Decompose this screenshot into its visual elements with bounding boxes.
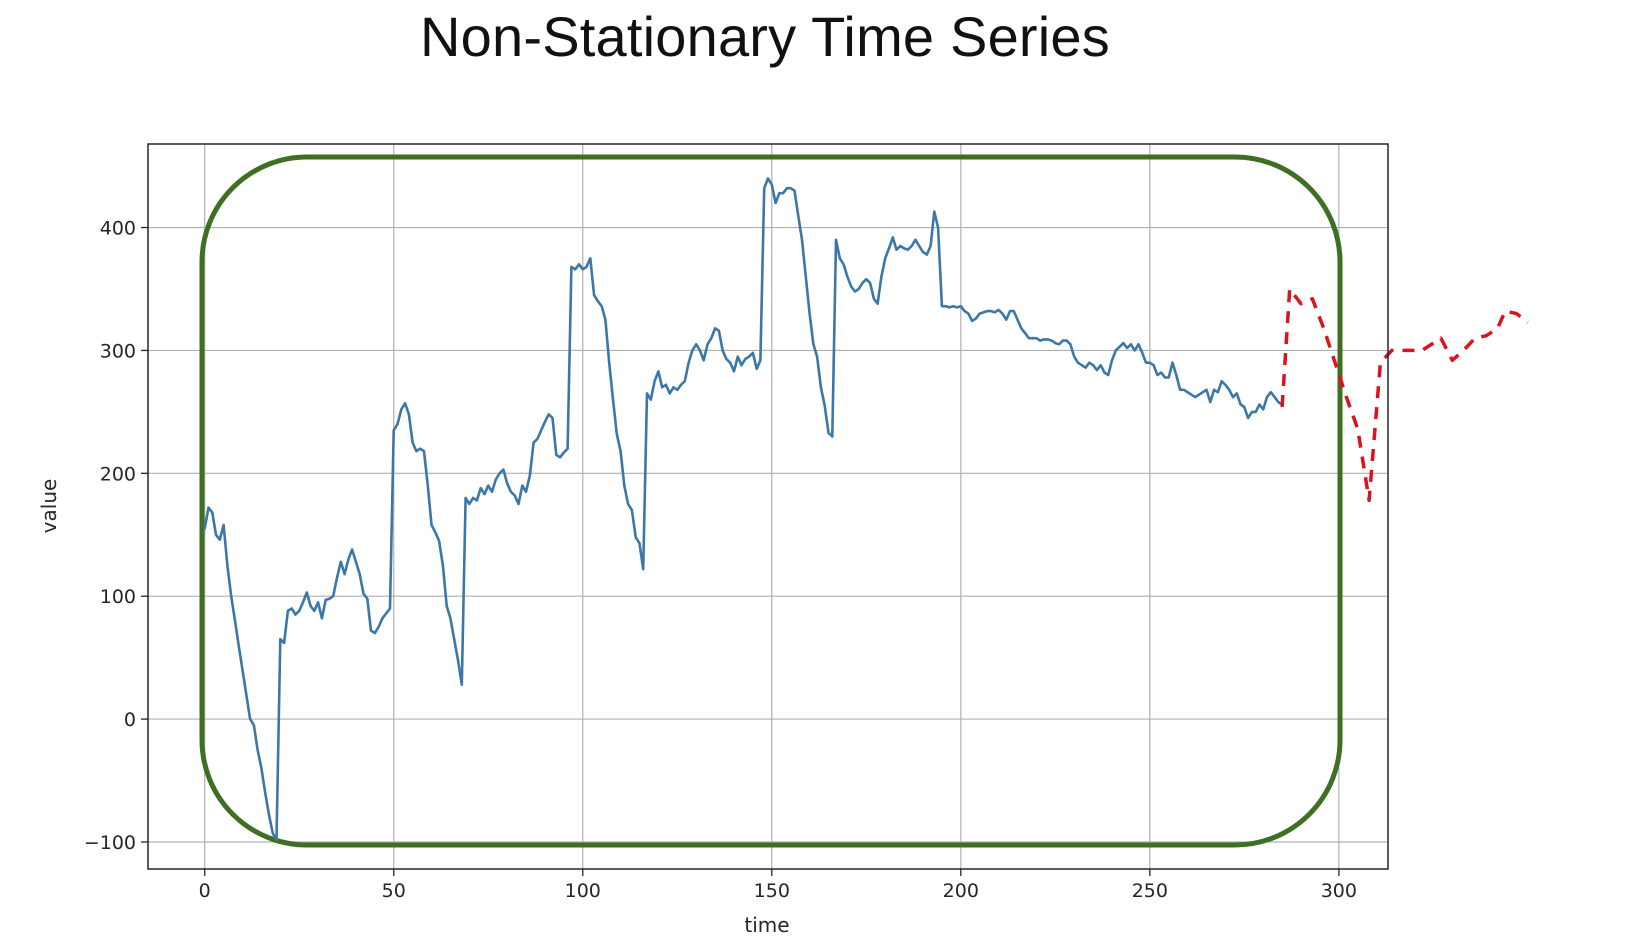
x-axis-label: time bbox=[744, 913, 789, 936]
y-tick-label: 400 bbox=[100, 218, 136, 240]
highlight-box-layer bbox=[199, 154, 1343, 848]
x-tick-label: 0 bbox=[199, 880, 211, 902]
x-tick-label: 100 bbox=[565, 880, 601, 902]
y-tick-label: −100 bbox=[84, 832, 136, 854]
forecast-series-line bbox=[1280, 287, 1529, 503]
x-tick-label: 50 bbox=[382, 880, 406, 902]
x-tick-label: 250 bbox=[1132, 880, 1168, 902]
x-tick-label: 150 bbox=[754, 880, 790, 902]
y-tick-label: 0 bbox=[124, 709, 136, 731]
y-tick-label: 300 bbox=[100, 340, 136, 362]
y-axis-label: value bbox=[37, 479, 61, 534]
series-layer bbox=[203, 177, 1529, 841]
observed-series-line bbox=[203, 177, 1284, 841]
x-tick-label: 300 bbox=[1321, 880, 1357, 902]
highlight-box bbox=[199, 154, 1343, 848]
y-tick-label: 200 bbox=[100, 463, 136, 485]
y-ticks: −100 0 100 200 300 400 bbox=[84, 218, 148, 854]
x-tick-label: 200 bbox=[943, 880, 979, 902]
x-ticks: 0 50 100 150 200 250 300 bbox=[199, 869, 1357, 902]
plot-frame bbox=[147, 143, 1389, 870]
y-tick-label: 100 bbox=[100, 586, 136, 608]
grid-lines bbox=[148, 144, 1388, 869]
slide-title: Non-Stationary Time Series bbox=[420, 5, 1110, 68]
